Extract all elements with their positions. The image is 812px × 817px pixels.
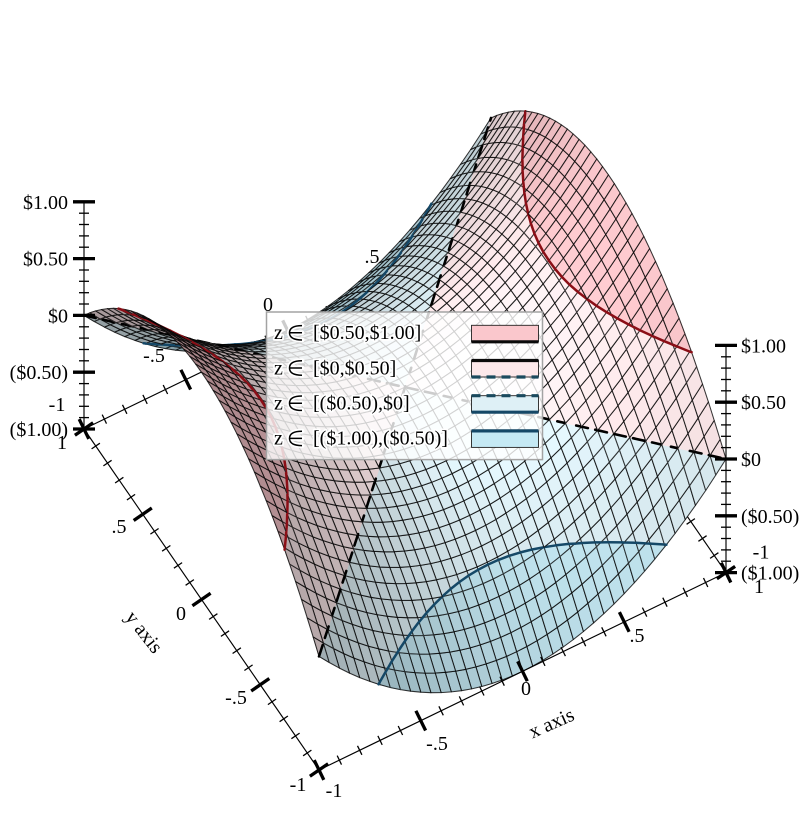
svg-text:[$0,$0.50]: [$0,$0.50] [313,357,396,379]
svg-text:$0.50: $0.50 [741,392,786,414]
svg-text:$1.00: $1.00 [23,192,68,214]
svg-text:($0.50): ($0.50) [10,362,68,384]
svg-text:$0.50: $0.50 [23,249,68,271]
svg-text:$0: $0 [48,305,68,327]
svg-text:$1.00: $1.00 [741,335,786,357]
svg-text:z: z [274,428,283,450]
svg-text:1: 1 [57,432,67,454]
svg-text:-1: -1 [290,774,307,796]
svg-text:0: 0 [176,603,186,625]
svg-text:.5: .5 [630,625,645,647]
svg-text:[($0.50),$0]: [($0.50),$0] [313,393,410,415]
svg-text:-.5: -.5 [225,687,247,709]
svg-text:-1: -1 [753,542,770,564]
svg-text:($0.50): ($0.50) [741,506,799,528]
svg-text:1: 1 [754,576,764,598]
svg-text:[$0.50,$1.00]: [$0.50,$1.00] [313,322,421,344]
svg-text:.5: .5 [112,516,127,538]
svg-text:$0: $0 [741,449,761,471]
svg-text:[($1.00),($0.50)]: [($1.00),($0.50)] [313,428,448,450]
svg-text:z: z [274,322,283,344]
svg-text:z: z [274,357,283,379]
svg-text:-1: -1 [49,394,66,416]
svg-text:0: 0 [521,678,531,700]
svg-text:($1.00): ($1.00) [741,563,799,585]
svg-text:-1: -1 [326,780,343,802]
svg-text:z: z [274,393,283,415]
svg-text:-.5: -.5 [426,733,448,755]
